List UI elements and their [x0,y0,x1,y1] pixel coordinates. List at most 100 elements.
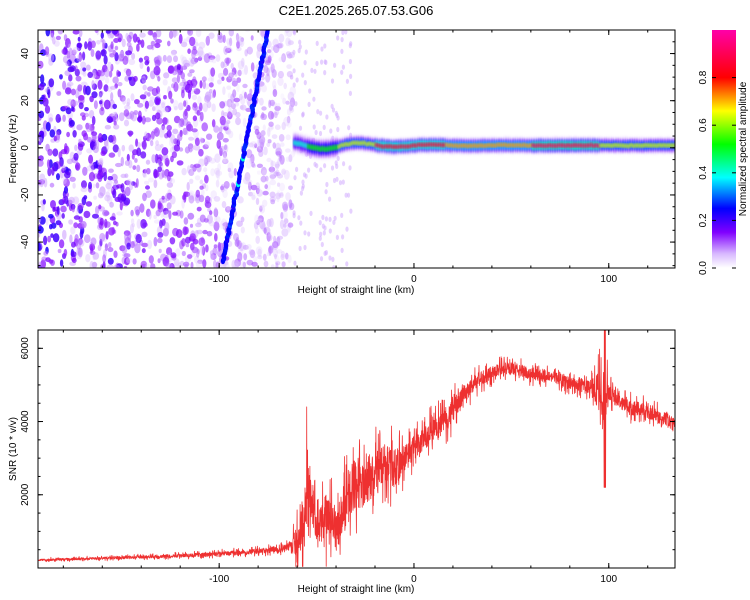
heatmap-noise-cell [146,44,154,50]
heatmap-noise-cell [275,147,283,157]
heatmap-noise-cell [258,218,263,223]
heatmap-noise-cell [60,149,68,155]
heatmap-noise-cell [153,214,157,220]
heatmap-noise-cell [79,230,84,239]
heatmap-noise-cell [235,111,241,118]
heatmap-noise-cell [246,93,253,101]
heatmap-noise-cell [303,244,307,251]
heatmap-noise-cell [280,93,285,100]
heatmap-noise-cell [129,110,135,120]
heatmap-noise-cell [235,35,242,43]
heatmap-noise-cell [220,185,225,191]
heatmap-noise-cell [52,233,60,243]
heatmap-noise-cell [240,37,245,42]
heatmap-band-cell [419,143,422,147]
heatmap-noise-cell [107,86,113,93]
heatmap-band-cell [650,143,654,148]
heatmap-noise-cell [199,111,204,122]
heatmap-noise-cell [268,121,274,127]
heatmap-noise-cell [140,77,146,84]
heatmap-noise-cell [333,62,337,68]
heatmap-noise-cell [121,38,126,48]
heatmap-noise-cell [182,78,186,84]
heatmap-noise-cell [314,129,318,136]
heatmap-noise-cell [217,241,222,252]
heatmap-noise-cell [349,208,353,214]
heatmap-noise-cell [61,48,66,55]
heatmap-noise-cell [85,122,92,133]
heatmap-noise-cell [140,260,147,268]
heatmap-noise-cell [99,100,103,105]
heatmap-noise-cell [270,112,275,120]
heatmap-band-cell [325,146,329,152]
heatmap-noise-cell [332,177,337,184]
heatmap-noise-cell [168,137,174,147]
heatmap-noise-cell [66,131,70,138]
heatmap-noise-cell [126,34,132,43]
heatmap-noise-cell [277,182,281,187]
heatmap-noise-cell [163,72,170,79]
heatmap-noise-cell [197,259,204,264]
heatmap-noise-cell [244,91,247,99]
heatmap-noise-cell [155,209,161,217]
heatmap-noise-cell [88,154,94,164]
heatmap-noise-cell [241,69,248,75]
heatmap-noise-cell [193,163,201,168]
heatmap-noise-cell [183,100,187,107]
heatmap-band-cell [339,143,343,147]
heatmap-noise-cell [154,127,160,137]
heatmap-noise-cell [292,68,296,74]
heatmap-noise-cell [278,192,284,198]
heatmap-band-cell [531,143,535,148]
heatmap-noise-cell [182,110,189,120]
heatmap-noise-cell [114,179,118,184]
heatmap-noise-cell [191,94,198,101]
heatmap-noise-cell [82,166,88,176]
heatmap-noise-cell [273,111,278,119]
heatmap-noise-cell [172,211,179,216]
heatmap-noise-cell [112,103,117,110]
heatmap-noise-cell [325,114,329,120]
heatmap-noise-cell [165,263,173,268]
heatmap-band-cell [337,144,341,149]
heatmap-noise-cell [173,82,179,92]
heatmap-noise-cell [122,97,127,105]
heatmap-band-cell [573,143,577,147]
heatmap-noise-cell [280,191,284,197]
heatmap-noise-cell [307,101,311,107]
heatmap-noise-cell [110,92,114,101]
heatmap-noise-cell [71,106,74,112]
heatmap-noise-cell [141,248,146,254]
heatmap-band-cell [391,145,394,149]
heatmap-band-cell [480,143,483,148]
heatmap-band-cell [398,144,401,149]
heatmap-noise-cell [224,144,228,151]
heatmap-noise-cell [133,110,139,116]
heatmap-noise-cell [82,67,87,72]
heatmap-band-cell [655,143,659,148]
heatmap-band-cell [524,143,528,148]
heatmap-noise-cell [62,229,67,240]
heatmap-noise-cell [205,244,209,253]
heatmap-band-cell [351,141,355,145]
heatmap-noise-cell [310,67,314,73]
heatmap-noise-cell [338,180,343,186]
heatmap-noise-cell [203,218,209,223]
heatmap-noise-cell [153,65,161,76]
heatmap-noise-cell [270,159,274,169]
heatmap-noise-cell [330,78,335,84]
heatmap-noise-cell [49,224,53,230]
heatmap-noise-cell [211,119,216,128]
heatmap-noise-cell [184,146,190,154]
heatmap-band-cell [447,143,451,148]
heatmap-noise-cell [107,176,114,181]
heatmap-noise-cell [72,182,76,189]
heatmap-noise-cell [200,245,205,255]
heatmap-noise-cell [331,107,336,113]
heatmap-noise-cell [81,115,86,121]
heatmap-noise-cell [100,106,104,112]
heatmap-noise-cell [136,116,143,122]
heatmap-noise-cell [141,75,146,84]
heatmap-band-cell [622,143,626,148]
heatmap-noise-cell [161,218,166,226]
